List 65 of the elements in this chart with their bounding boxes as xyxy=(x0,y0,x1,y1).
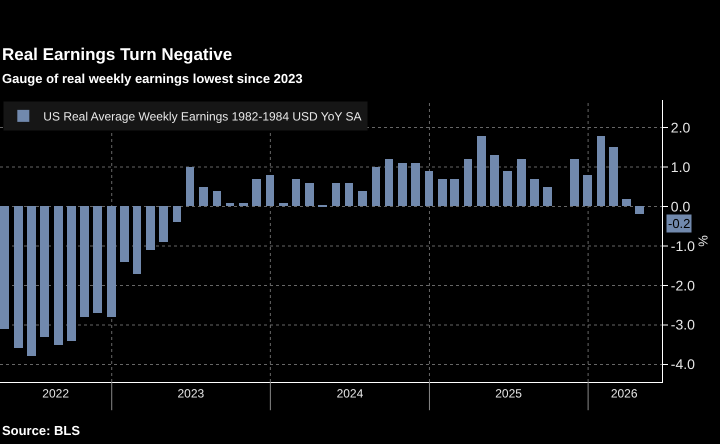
x-tick-label: 2024 xyxy=(336,386,364,400)
bar xyxy=(464,159,472,206)
chart-subtitle: Gauge of real weekly earnings lowest since 2023 xyxy=(2,71,303,86)
bar xyxy=(252,179,261,206)
x-tick-label: 2025 xyxy=(495,386,522,400)
bar xyxy=(398,163,407,206)
bar xyxy=(93,206,102,313)
bar xyxy=(438,179,447,206)
bar xyxy=(120,206,129,262)
bar xyxy=(332,183,340,206)
y-tick-label: -1.0 xyxy=(670,238,696,254)
y-tick-label: 0.0 xyxy=(670,198,690,214)
x-tick-label: 2026 xyxy=(610,386,638,400)
chart-title: Real Earnings Turn Negative xyxy=(2,45,232,64)
bar xyxy=(239,203,248,206)
legend-label: US Real Average Weekly Earnings 1982-1984 USD YoY SA xyxy=(43,110,362,124)
bar xyxy=(67,206,76,341)
bar xyxy=(597,136,605,206)
bar xyxy=(14,206,23,348)
bar xyxy=(107,206,116,317)
bar xyxy=(570,159,579,206)
bar xyxy=(372,167,380,206)
bar xyxy=(159,206,168,242)
bar xyxy=(80,206,89,317)
bar xyxy=(583,175,592,206)
bar xyxy=(622,199,631,206)
bar xyxy=(490,155,499,206)
bar xyxy=(213,191,221,206)
bar xyxy=(543,187,552,206)
bar xyxy=(609,147,618,206)
bar xyxy=(385,159,393,206)
x-tick-label: 2023 xyxy=(177,386,204,400)
bar xyxy=(345,183,353,206)
bar xyxy=(186,167,194,206)
bar xyxy=(199,187,208,206)
y-tick-label: -2.0 xyxy=(670,277,696,294)
bar xyxy=(27,206,36,356)
y-tick-label: -4.0 xyxy=(670,356,696,372)
bar xyxy=(292,179,300,206)
bar xyxy=(0,206,9,329)
bar xyxy=(266,175,274,206)
y-tick-label: -3.0 xyxy=(670,316,696,333)
y-tick-label: 1.0 xyxy=(670,158,690,175)
y-axis-title: % xyxy=(696,234,711,247)
x-tick-label: 2022 xyxy=(42,386,70,400)
bar xyxy=(54,206,63,345)
bar xyxy=(40,206,49,337)
text: -0.2 xyxy=(668,216,690,231)
bar xyxy=(517,159,526,206)
bar xyxy=(411,163,420,206)
bar xyxy=(358,191,367,206)
bar xyxy=(133,206,141,274)
bar xyxy=(635,206,644,214)
bar xyxy=(477,136,486,206)
bar xyxy=(173,206,181,222)
bar xyxy=(450,179,459,206)
y-tick-label: 2.0 xyxy=(670,120,690,136)
bar xyxy=(425,171,433,206)
bar xyxy=(226,203,234,206)
bar xyxy=(305,183,314,206)
bar xyxy=(146,206,155,250)
bar xyxy=(503,171,512,206)
source-note: Source: BLS xyxy=(2,423,80,438)
bar xyxy=(530,179,539,206)
bar xyxy=(279,203,288,206)
